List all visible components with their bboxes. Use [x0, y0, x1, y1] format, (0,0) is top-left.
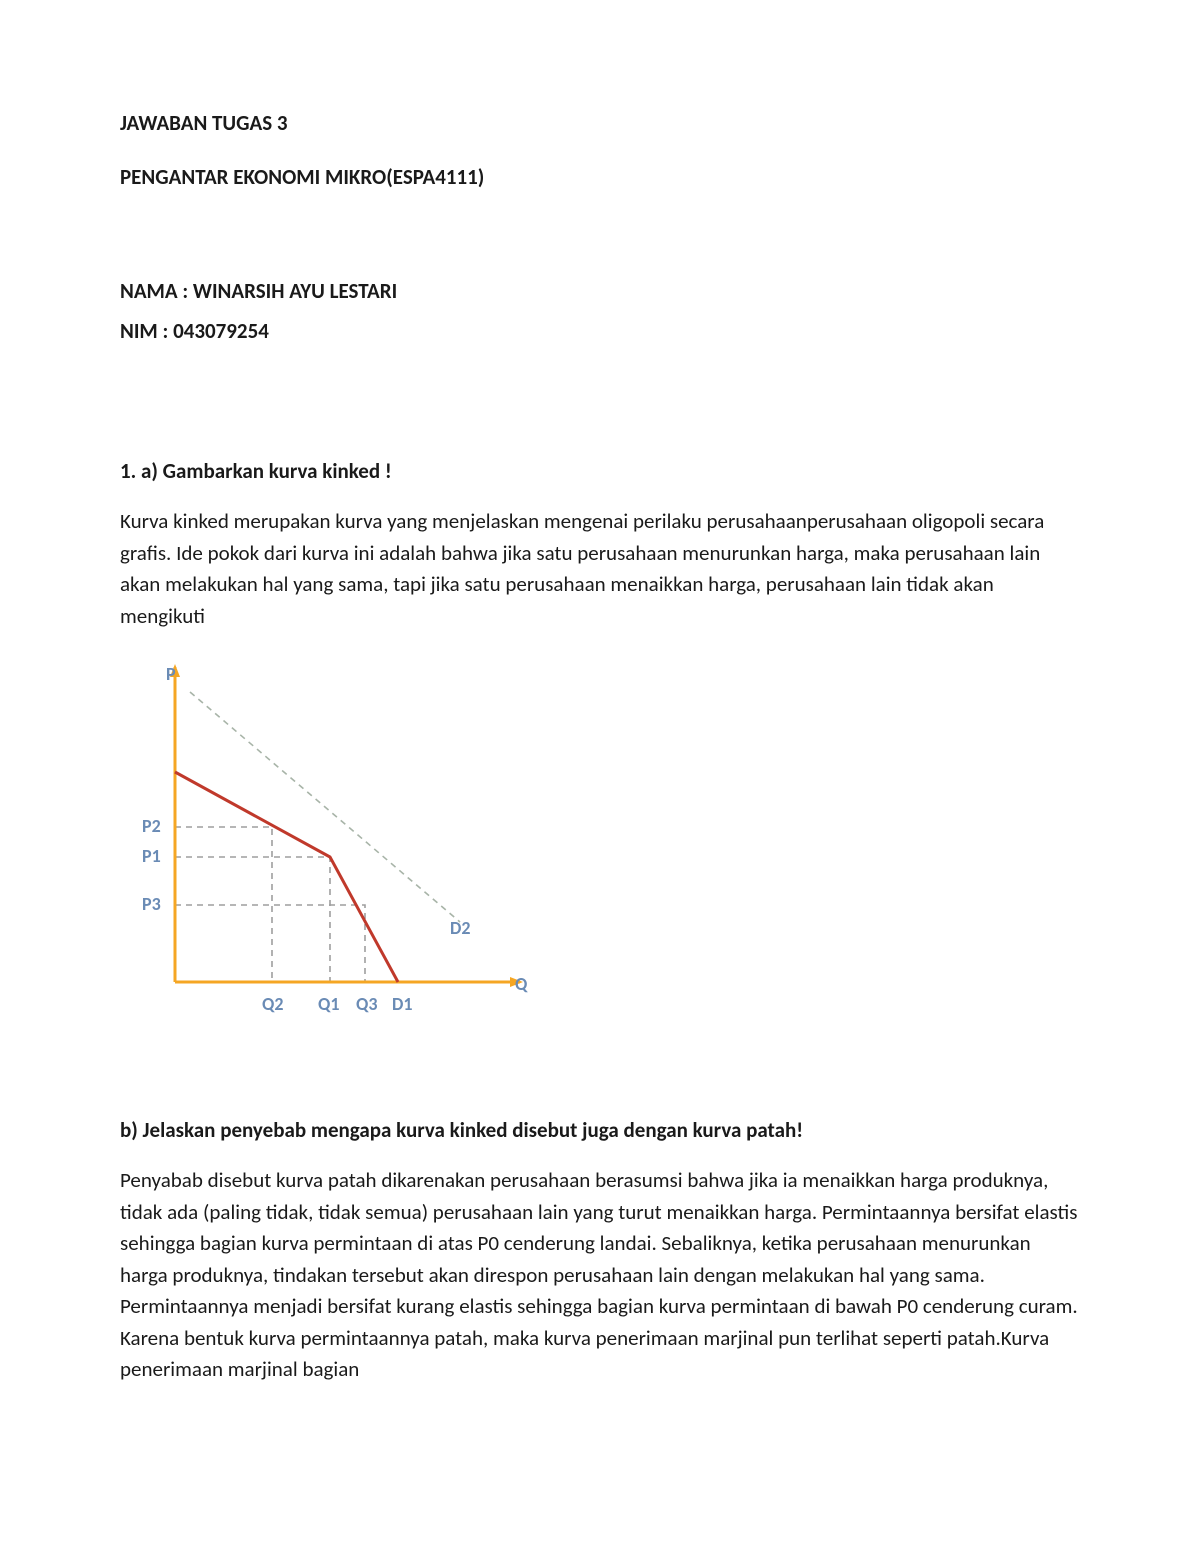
svg-text:Q: Q	[515, 973, 528, 995]
answer-1b: Penyabab disebut kurva patah dikarenakan…	[120, 1165, 1080, 1386]
spacer	[120, 1077, 1080, 1117]
chart-svg: P Q P2 P1 P3 Q2 Q1 Q3 D1 D2	[120, 652, 530, 1042]
spacer	[120, 418, 1080, 458]
spacer	[120, 218, 1080, 278]
svg-text:P3: P3	[142, 893, 161, 915]
question-1b: b) Jelaskan penyebab mengapa kurva kinke…	[120, 1117, 1080, 1143]
svg-text:D2: D2	[450, 917, 470, 939]
svg-text:Q2: Q2	[262, 993, 283, 1015]
answer-1a: Kurva kinked merupakan kurva yang menjel…	[120, 506, 1080, 632]
svg-text:D1: D1	[392, 993, 412, 1015]
student-nim: NIM : 043079254	[120, 318, 1080, 344]
document-page: JAWABAN TUGAS 3 PENGANTAR EKONOMI MIKRO(…	[0, 0, 1200, 1553]
svg-text:P: P	[166, 663, 176, 685]
svg-text:Q3: Q3	[356, 993, 377, 1015]
spacer	[120, 358, 1080, 418]
svg-text:P1: P1	[142, 845, 161, 867]
question-1a: 1. a) Gambarkan kurva kinked !	[120, 458, 1080, 484]
svg-text:Q1: Q1	[318, 993, 339, 1015]
svg-text:P2: P2	[142, 815, 161, 837]
course-code: PENGANTAR EKONOMI MIKRO(ESPA4111)	[120, 164, 1080, 190]
student-name: NAMA : WINARSIH AYU LESTARI	[120, 278, 1080, 304]
kinked-curve-chart: P Q P2 P1 P3 Q2 Q1 Q3 D1 D2	[120, 652, 1080, 1047]
doc-title: JAWABAN TUGAS 3	[120, 110, 1080, 136]
